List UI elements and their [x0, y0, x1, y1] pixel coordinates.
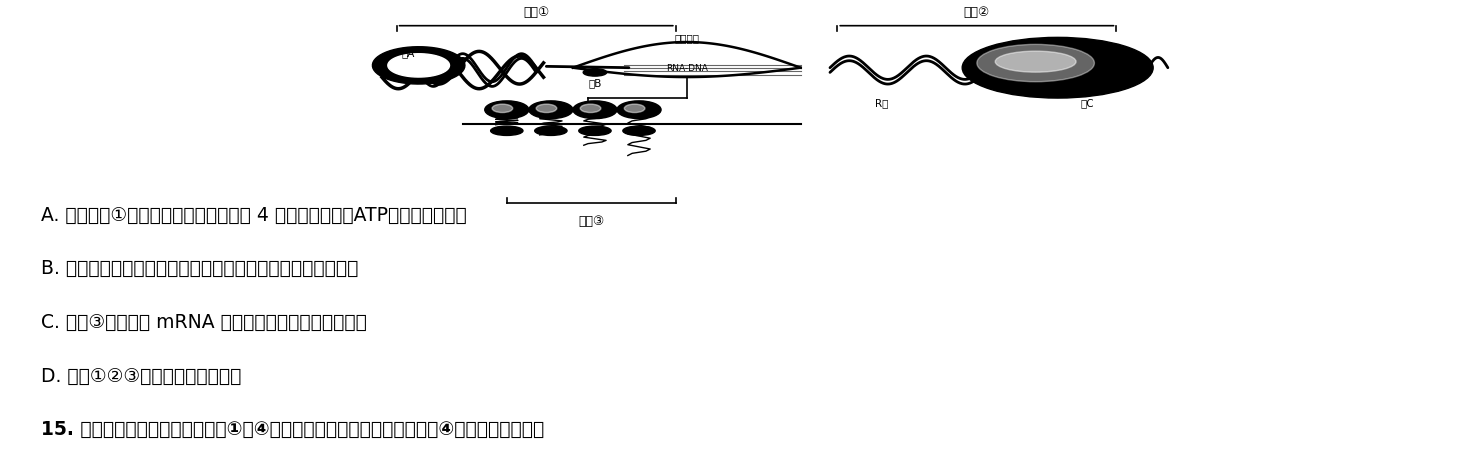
Text: C. 过程③确保少批 mRNA 分子可以迅速合成大批蛋白质: C. 过程③确保少批 mRNA 分子可以迅速合成大批蛋白质: [41, 313, 367, 332]
Ellipse shape: [535, 126, 567, 135]
Ellipse shape: [492, 104, 513, 113]
Text: 过程③: 过程③: [579, 215, 604, 228]
Polygon shape: [373, 47, 464, 84]
Text: 过程①: 过程①: [523, 6, 549, 19]
Text: A. 进行过程①时，需要向细胞核内运人 4 种脱氧核苷酸、ATP、相关酶等物质: A. 进行过程①时，需要向细胞核内运人 4 种脱氧核苷酸、ATP、相关酶等物质: [41, 205, 467, 225]
Text: 15. 翻译的三个阶段如下图所示，①～④表示参与翻译的物质或结构，其中④是一种能够识别终: 15. 翻译的三个阶段如下图所示，①～④表示参与翻译的物质或结构，其中④是一种能…: [41, 420, 545, 439]
Text: D. 过程①②③均需核苷酸作为原料: D. 过程①②③均需核苷酸作为原料: [41, 367, 241, 386]
Ellipse shape: [617, 101, 661, 119]
Text: R环: R环: [874, 98, 889, 108]
Text: 酶C: 酶C: [1080, 98, 1094, 108]
Text: 过程②: 过程②: [964, 6, 990, 19]
Ellipse shape: [995, 51, 1075, 72]
Ellipse shape: [623, 126, 655, 135]
Text: 非模板链: 非模板链: [674, 33, 701, 43]
Ellipse shape: [485, 101, 529, 119]
Polygon shape: [388, 54, 450, 77]
Circle shape: [977, 44, 1094, 82]
Ellipse shape: [573, 101, 617, 119]
Text: 酶B: 酶B: [588, 78, 602, 88]
Ellipse shape: [491, 126, 523, 135]
Text: RNA-DNA: RNA-DNA: [667, 64, 708, 73]
Ellipse shape: [624, 104, 645, 113]
Circle shape: [583, 69, 607, 76]
Ellipse shape: [579, 126, 611, 135]
Ellipse shape: [536, 104, 557, 113]
Ellipse shape: [529, 101, 573, 119]
Ellipse shape: [580, 104, 601, 113]
Circle shape: [962, 37, 1153, 98]
Text: B. 图中酶的作用具有专一性，都参与磷酸二酯键的形成或断裂: B. 图中酶的作用具有专一性，都参与磷酸二酯键的形成或断裂: [41, 259, 358, 278]
Text: 酶A: 酶A: [401, 49, 416, 58]
